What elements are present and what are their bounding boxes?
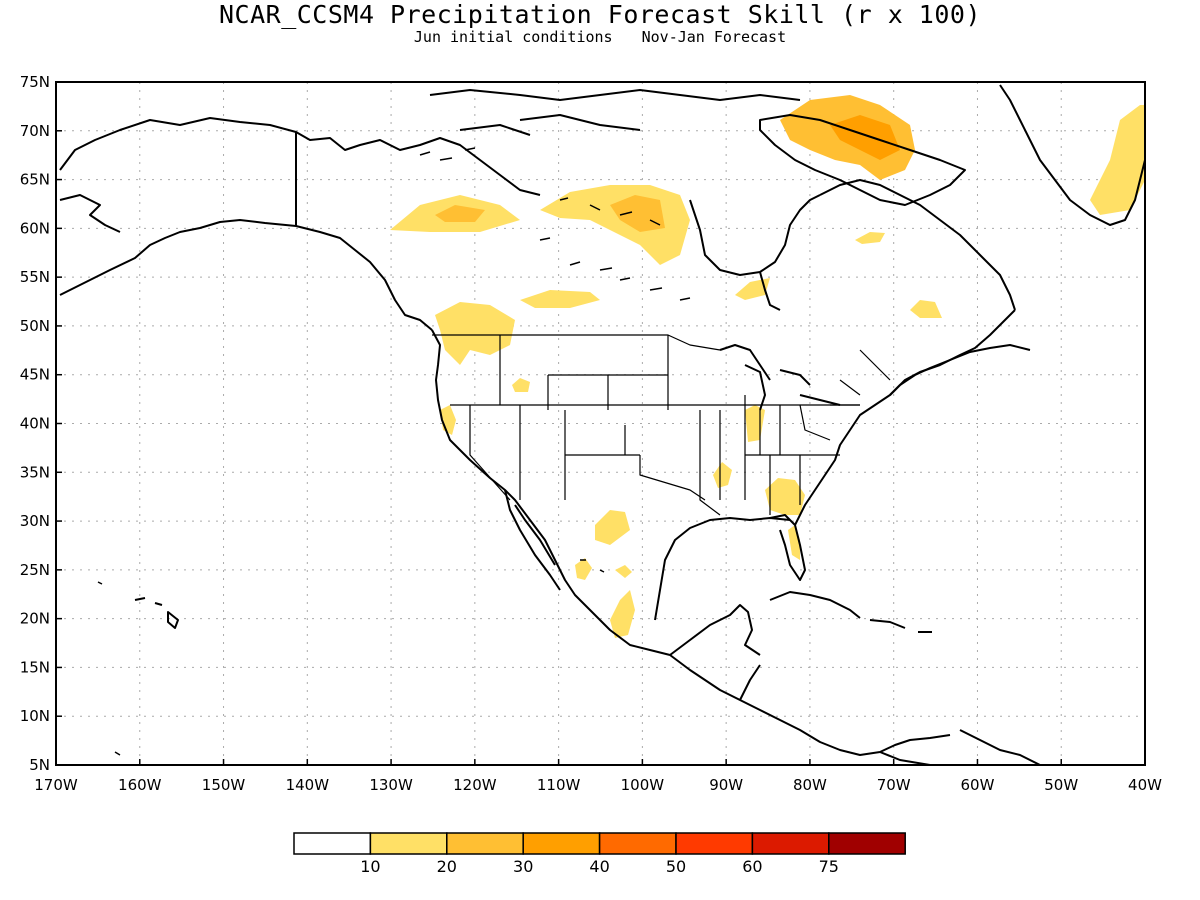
- skill-region: [520, 290, 600, 308]
- colorbar-swatch: [522, 832, 601, 855]
- lat-tick-label: 35N: [20, 463, 50, 481]
- lon-tick-label: 120W: [453, 776, 497, 794]
- lat-tick-label: 15N: [20, 658, 50, 676]
- skill-region: [575, 558, 592, 580]
- subtitle-initial-conditions: Jun initial conditions: [413, 28, 613, 46]
- colorbar-swatch: [446, 832, 524, 855]
- subtitle-forecast-period: Nov-Jan Forecast: [641, 28, 787, 46]
- skill-region: [610, 195, 665, 232]
- lon-tick-label: 110W: [537, 776, 581, 794]
- lat-tick-label: 60N: [20, 219, 50, 237]
- great-lakes: [719, 344, 841, 411]
- greenland-coast: [999, 84, 1145, 226]
- lat-tick-label: 20N: [20, 610, 50, 628]
- colorbar-swatch: [751, 832, 830, 855]
- skill-region: [788, 525, 800, 560]
- skill-region: [435, 205, 485, 222]
- lon-tick-label: 160W: [118, 776, 162, 794]
- lat-tick-label: 70N: [20, 122, 50, 140]
- skill-region: [745, 405, 765, 442]
- lon-tick-label: 140W: [286, 776, 330, 794]
- lon-tick-label: 70W: [877, 776, 911, 794]
- lat-tick-label: 40N: [20, 415, 50, 433]
- gulf-of-mexico-coast: [654, 517, 791, 656]
- lon-tick-label: 60W: [961, 776, 995, 794]
- skill-region: [855, 232, 885, 244]
- map-title: NCAR_CCSM4 Precipitation Forecast Skill …: [218, 0, 981, 29]
- colorbar-label: 40: [589, 857, 609, 876]
- colorbar-label: 50: [666, 857, 686, 876]
- lon-tick-label: 90W: [709, 776, 743, 794]
- lat-tick-label: 5N: [29, 756, 50, 774]
- lon-tick-label: 50W: [1044, 776, 1078, 794]
- lon-tick-label: 100W: [621, 776, 665, 794]
- skill-region: [910, 300, 942, 318]
- james-bay: [759, 271, 781, 311]
- small-islands: [97, 147, 691, 756]
- lat-tick-label: 65N: [20, 171, 50, 189]
- skill-region: [713, 462, 732, 488]
- colorbar-label: 75: [819, 857, 839, 876]
- lon-tick-label: 40W: [1128, 776, 1162, 794]
- florida: [769, 514, 806, 581]
- lat-tick-label: 30N: [20, 512, 50, 530]
- colorbar-swatch: [369, 832, 448, 855]
- colorbar-label: 10: [360, 857, 380, 876]
- hispaniola: [869, 619, 906, 629]
- lon-tick-label: 150W: [202, 776, 246, 794]
- lon-tick-label: 80W: [793, 776, 827, 794]
- labrador-coast: [819, 179, 1016, 311]
- maritime-canada: [889, 309, 1016, 396]
- skill-region: [435, 302, 515, 365]
- colorbar-label: 30: [513, 857, 533, 876]
- baja-california: [504, 489, 561, 591]
- latitude-labels: 75N 70N 65N 60N 55N 50N 45N 40N 35N 30N 25N 20N 15N 1…: [20, 73, 62, 774]
- lat-tick-label: 25N: [20, 561, 50, 579]
- colorbar-swatch: [675, 832, 754, 855]
- skill-shading: [390, 95, 1145, 638]
- hudson-bay: [689, 194, 821, 276]
- lat-tick-label: 55N: [20, 268, 50, 286]
- skill-region: [830, 115, 900, 160]
- skill-region: [1090, 105, 1145, 215]
- colorbar: 10 20 30 40 50 60 75: [293, 832, 906, 876]
- central-america: [669, 654, 951, 756]
- baffin-island: [759, 114, 966, 206]
- colorbar-label: 60: [742, 857, 762, 876]
- arctic-islands: [429, 89, 801, 136]
- graticule: [56, 82, 1145, 765]
- hawaii-islands: [134, 597, 179, 629]
- south-america-north: [879, 729, 1041, 765]
- skill-region: [735, 278, 770, 300]
- colorbar-swatch: [293, 832, 372, 855]
- skill-region: [610, 590, 635, 638]
- alaska-peninsula: [59, 194, 121, 233]
- lat-tick-label: 10N: [20, 707, 50, 725]
- colorbar-label: 20: [437, 857, 457, 876]
- skill-region: [540, 185, 690, 265]
- longitude-labels: 170W 160W 150W 140W 130W 120W 110W 100W 90W 80W 70…: [34, 759, 1162, 794]
- coastlines: [59, 84, 1145, 765]
- us-east-coast: [794, 344, 1031, 526]
- lon-tick-label: 130W: [369, 776, 413, 794]
- skill-region: [512, 378, 530, 392]
- skill-region: [765, 478, 805, 515]
- alaska-south-coast: [59, 219, 433, 331]
- lat-tick-label: 75N: [20, 73, 50, 91]
- lat-tick-label: 45N: [20, 366, 50, 384]
- lon-tick-label: 170W: [34, 776, 78, 794]
- map-subtitle: Jun initial conditions Nov-Jan Forecast: [0, 28, 1200, 46]
- skill-region: [595, 510, 630, 545]
- colorbar-swatch: [828, 832, 906, 855]
- us-west-coast: [431, 329, 671, 656]
- lat-tick-label: 50N: [20, 317, 50, 335]
- cuba: [769, 591, 861, 619]
- skill-region: [615, 565, 632, 578]
- colorbar-swatch: [598, 832, 677, 855]
- political-borders: [432, 334, 891, 516]
